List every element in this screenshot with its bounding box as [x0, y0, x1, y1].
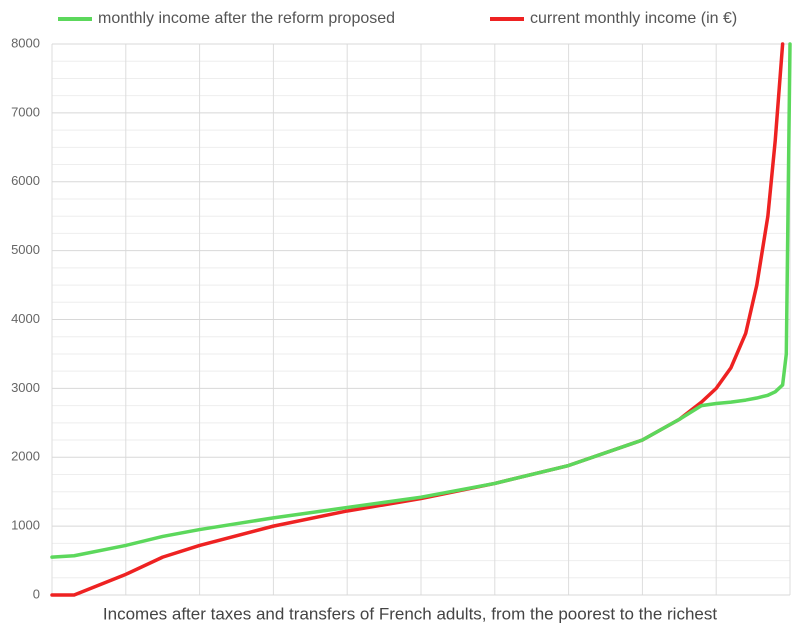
y-tick-label: 7000 — [11, 104, 40, 119]
y-tick-label: 8000 — [11, 35, 40, 50]
y-tick-label: 4000 — [11, 311, 40, 326]
legend-label: current monthly income (in €) — [530, 10, 737, 27]
line-series — [50, 42, 792, 559]
legend-label: monthly income after the reform proposed — [98, 10, 395, 27]
y-tick-label: 1000 — [11, 518, 40, 533]
y-tick-label: 5000 — [11, 242, 40, 257]
y-tick-label: 3000 — [11, 380, 40, 395]
y-tick-label: 2000 — [11, 449, 40, 464]
y-tick-label: 0 — [33, 586, 40, 601]
x-axis-label: Incomes after taxes and transfers of Fre… — [103, 604, 717, 623]
y-tick-label: 6000 — [11, 173, 40, 188]
